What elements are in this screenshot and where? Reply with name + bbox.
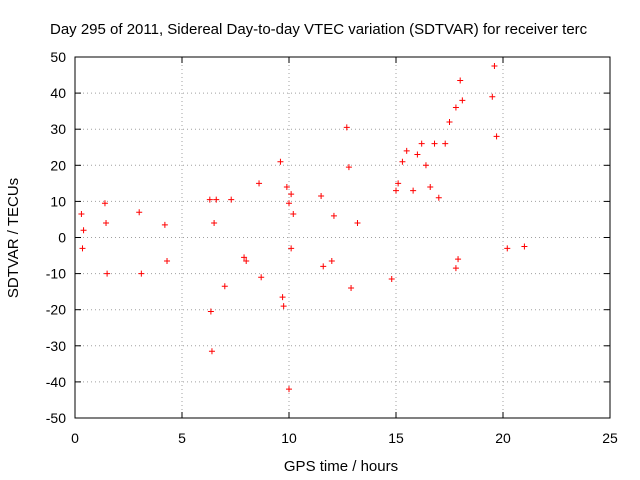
data-point — [277, 158, 284, 165]
data-point — [138, 270, 145, 277]
data-point — [418, 140, 425, 147]
data-point — [318, 192, 325, 199]
data-point — [410, 187, 417, 194]
data-point — [207, 308, 214, 315]
data-point — [206, 196, 213, 203]
y-tick-label: -20 — [46, 302, 66, 318]
data-point — [330, 212, 337, 219]
y-tick-label: -50 — [46, 410, 66, 426]
data-point — [493, 133, 500, 140]
y-tick-label: 10 — [50, 193, 66, 209]
data-point — [435, 194, 442, 201]
data-point — [504, 245, 511, 252]
data-point — [221, 283, 228, 290]
data-point — [345, 164, 352, 171]
data-point — [78, 211, 85, 218]
data-point — [211, 220, 218, 227]
data-point — [457, 77, 464, 84]
data-point — [228, 196, 235, 203]
ticks: -50 -40 -30 -20 -10 0 10 20 30 40 50 0 5 10 15 20 25 — [46, 49, 618, 446]
data-point — [399, 158, 406, 165]
y-tick-label: -10 — [46, 266, 66, 282]
data-point — [403, 147, 410, 154]
data-point — [459, 97, 466, 104]
data-point — [414, 151, 421, 158]
x-axis-label: GPS time / hours — [284, 458, 398, 475]
data-point — [343, 124, 350, 131]
data-points — [78, 63, 528, 393]
data-point — [280, 303, 287, 310]
y-tick-label: 20 — [50, 157, 66, 173]
data-point — [286, 386, 292, 393]
data-point — [283, 183, 290, 190]
data-point — [431, 140, 438, 147]
x-tick-label: 25 — [602, 430, 618, 446]
x-tick-label: 0 — [71, 430, 79, 446]
data-point — [290, 211, 297, 218]
chart-title: Day 295 of 2011, Sidereal Day-to-day VTE… — [50, 21, 588, 38]
data-point — [354, 220, 361, 227]
data-point — [395, 180, 402, 187]
y-tick-label: -40 — [46, 374, 66, 390]
data-point — [79, 245, 86, 252]
data-point — [328, 257, 335, 264]
x-tick-label: 5 — [178, 430, 186, 446]
data-point — [348, 285, 355, 292]
data-point — [320, 263, 327, 270]
data-point — [241, 254, 248, 261]
data-point — [104, 270, 111, 277]
data-point — [393, 187, 399, 194]
data-point — [286, 200, 292, 207]
data-point — [521, 243, 528, 250]
data-point — [161, 221, 168, 228]
data-point — [489, 93, 496, 100]
y-tick-label: 40 — [50, 85, 66, 101]
data-point — [256, 180, 263, 187]
data-point — [422, 162, 429, 169]
data-point — [136, 209, 143, 216]
data-point — [491, 63, 498, 70]
x-tick-label: 20 — [495, 430, 511, 446]
data-point — [455, 256, 462, 263]
data-point — [288, 245, 295, 252]
data-point — [208, 348, 215, 355]
y-tick-label: -30 — [46, 338, 66, 354]
data-point — [80, 227, 87, 234]
data-point — [452, 265, 459, 272]
data-point — [452, 104, 459, 111]
data-point — [213, 196, 220, 203]
data-point — [101, 200, 108, 207]
data-point — [388, 276, 395, 283]
y-tick-label: 50 — [50, 49, 66, 65]
grid — [75, 57, 610, 418]
x-tick-label: 15 — [388, 430, 404, 446]
data-point — [279, 294, 286, 301]
data-point — [442, 140, 449, 147]
data-point — [288, 191, 295, 198]
data-point — [164, 257, 171, 264]
x-tick-label: 10 — [281, 430, 297, 446]
data-point — [103, 220, 110, 227]
data-point — [243, 257, 250, 264]
y-tick-label: 0 — [58, 230, 66, 246]
y-tick-label: 30 — [50, 121, 66, 137]
data-point — [258, 274, 265, 281]
data-point — [427, 183, 434, 190]
y-axis-label: SDTVAR / TECUs — [5, 178, 22, 298]
data-point — [446, 118, 453, 125]
